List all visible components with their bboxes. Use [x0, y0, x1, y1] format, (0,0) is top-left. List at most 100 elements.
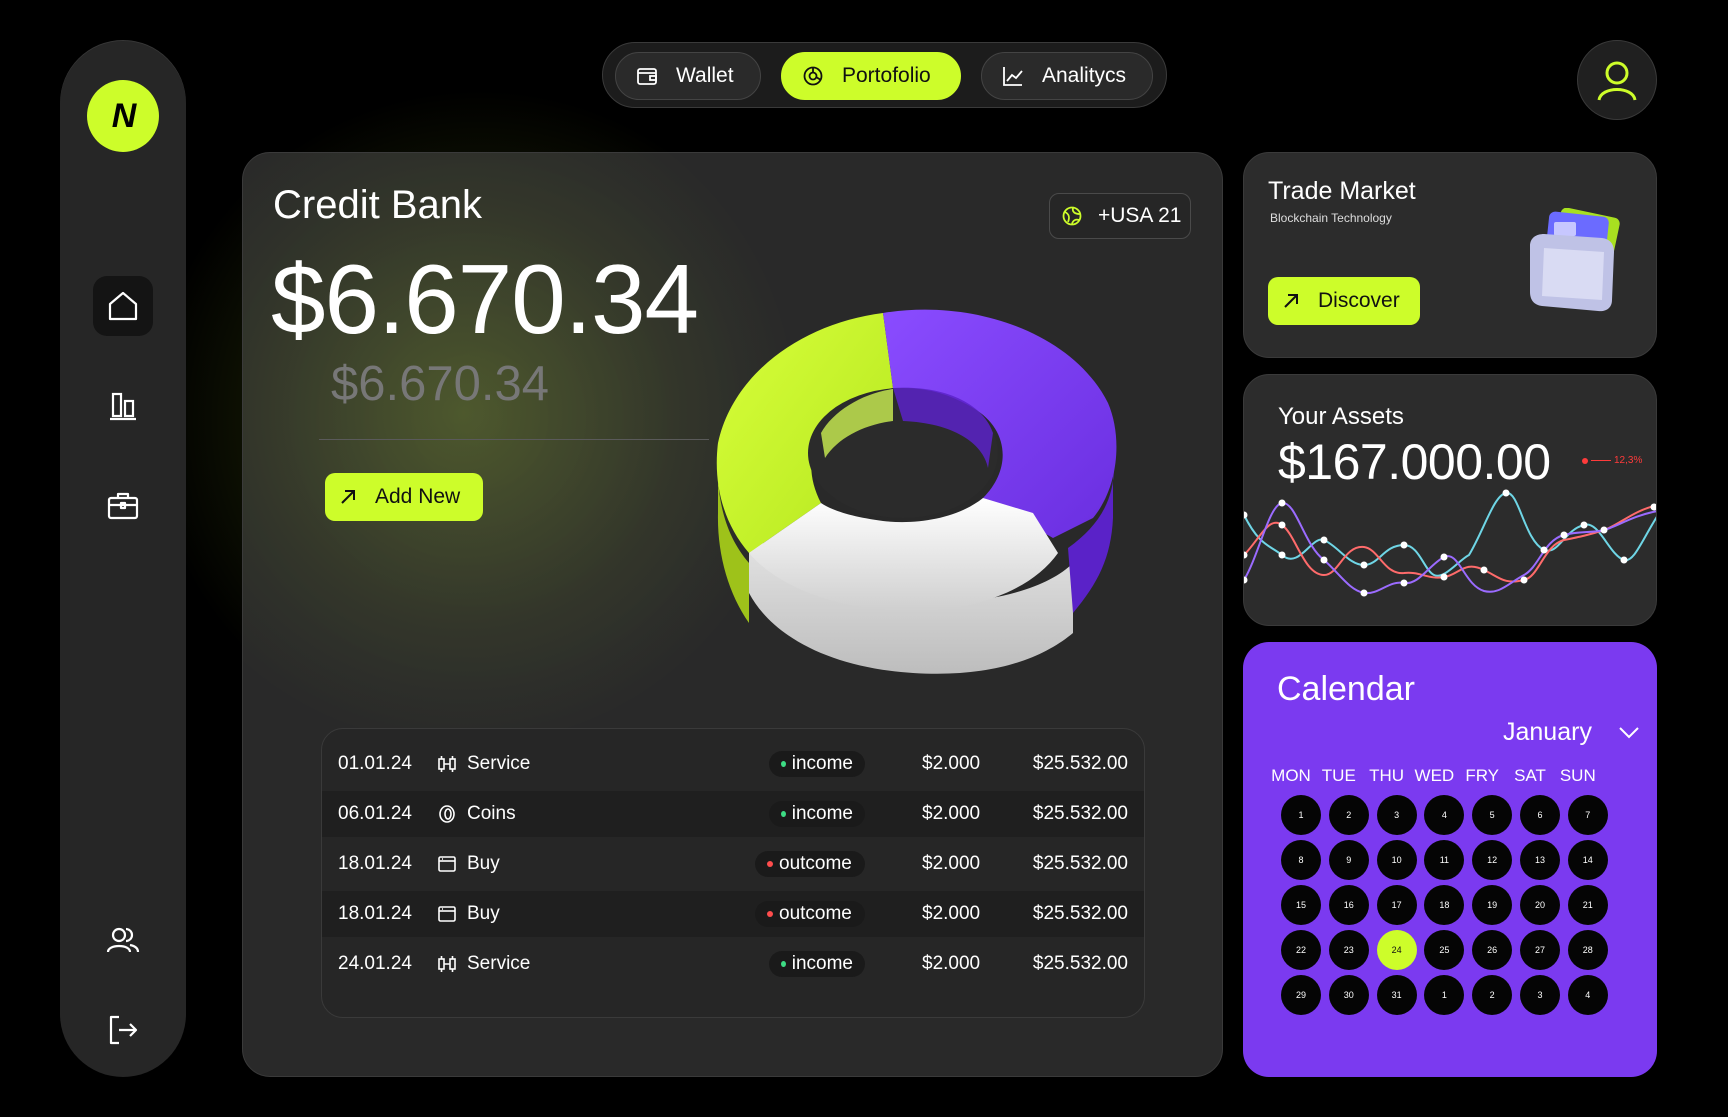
- calendar-day[interactable]: 28: [1567, 930, 1608, 970]
- credit-bank-card: Credit Bank $6.670.34 $6.670.34 Add New …: [242, 152, 1223, 1077]
- calendar-day[interactable]: 6: [1520, 795, 1560, 835]
- sidebar-item-logout[interactable]: [93, 1000, 153, 1060]
- calendar-day[interactable]: 18: [1424, 885, 1465, 925]
- donut-side-green: [717, 443, 749, 623]
- assets-value: $167.000.00: [1278, 434, 1551, 490]
- sidebar-item-stats[interactable]: [93, 376, 153, 436]
- tab-portofolio[interactable]: Portofolio: [781, 52, 961, 100]
- home-icon: [108, 291, 138, 321]
- status-badge: income: [769, 801, 865, 827]
- region-badge[interactable]: +USA 21: [1049, 193, 1191, 239]
- wallet-cards-illustration: [1530, 208, 1620, 312]
- tab-wallet[interactable]: Wallet: [615, 52, 761, 100]
- calendar-day[interactable]: 16: [1328, 885, 1369, 925]
- weekday-label: FRY: [1465, 766, 1500, 785]
- donut-segment-green: [716, 313, 893, 553]
- table-row[interactable]: 01.01.24 Service income $2.000 $25.532.00: [322, 741, 1144, 787]
- table-row[interactable]: 06.01.24 Coins income $2.000 $25.532.00: [322, 791, 1144, 837]
- calendar-day[interactable]: 12: [1472, 840, 1513, 880]
- status-badge: outcome: [755, 851, 865, 877]
- calendar-day[interactable]: 7: [1567, 795, 1608, 835]
- calendar-day[interactable]: 30: [1328, 975, 1369, 1015]
- calendar-day[interactable]: 24: [1376, 930, 1417, 970]
- sidebar-item-home[interactable]: [93, 276, 153, 336]
- user-avatar[interactable]: [1577, 40, 1657, 120]
- calendar-day[interactable]: 13: [1520, 840, 1560, 880]
- calendar-day[interactable]: 21: [1567, 885, 1608, 925]
- calendar-day[interactable]: 17: [1376, 885, 1417, 925]
- weekday-label: TUE: [1321, 766, 1356, 785]
- transactions-table: 01.01.24 Service income $2.000 $25.532.00 06.…: [321, 728, 1145, 1018]
- calendar-day[interactable]: 4: [1567, 975, 1608, 1015]
- users-icon: [106, 927, 140, 953]
- row-amount: $2.000: [922, 953, 981, 974]
- calendar-day[interactable]: 26: [1472, 930, 1513, 970]
- chart-points: [1244, 489, 1656, 597]
- wallet-icon: [637, 68, 657, 85]
- coin-icon: [439, 805, 455, 823]
- calendar-day[interactable]: 31: [1376, 975, 1417, 1015]
- calendar-day[interactable]: 23: [1328, 930, 1369, 970]
- table-row[interactable]: 18.01.24 Buy outcome $2.000 $25.532.00: [322, 891, 1144, 937]
- month-select[interactable]: January: [1503, 718, 1640, 747]
- arrow-up-right-icon: [1284, 294, 1298, 308]
- calendar-day[interactable]: 11: [1424, 840, 1465, 880]
- table-row[interactable]: 18.01.24 Buy outcome $2.000 $25.532.00: [322, 841, 1144, 887]
- row-date: 01.01.24: [338, 753, 412, 774]
- arrow-up-right-icon: [341, 490, 355, 504]
- calendar-day[interactable]: 1: [1281, 795, 1321, 835]
- row-balance: $25.532.00: [1032, 803, 1128, 824]
- calendar-day[interactable]: 8: [1281, 840, 1321, 880]
- sidebar-item-portfolio[interactable]: [93, 476, 153, 536]
- row-amount: $2.000: [922, 853, 981, 874]
- calendar-day[interactable]: 9: [1328, 840, 1369, 880]
- status-dot: [767, 861, 773, 867]
- table-row[interactable]: 24.01.24 Service income $2.000 $25.532.00: [322, 941, 1144, 987]
- window-icon: [438, 856, 456, 872]
- calendar-day[interactable]: 15: [1281, 885, 1321, 925]
- calendar-day[interactable]: 3: [1376, 795, 1417, 835]
- app-logo[interactable]: N: [87, 80, 159, 152]
- calendar-day[interactable]: 10: [1376, 840, 1417, 880]
- portfolio-donut-chart: [716, 309, 1117, 674]
- status-dot: [781, 811, 786, 817]
- discover-button[interactable]: Discover: [1268, 277, 1420, 325]
- row-type: Coins: [437, 803, 516, 825]
- your-assets-card: Your Assets $167.000.00 12,3%: [1243, 374, 1657, 626]
- calendar-day[interactable]: 14: [1567, 840, 1608, 880]
- calendar-title: Calendar: [1277, 670, 1415, 708]
- status-badge: outcome: [755, 901, 865, 927]
- calendar-day[interactable]: 29: [1281, 975, 1321, 1015]
- row-balance: $25.532.00: [1032, 953, 1128, 974]
- sidebar-item-users[interactable]: [93, 910, 153, 970]
- row-type: Buy: [437, 853, 500, 875]
- tab-analytics[interactable]: Analitycs: [981, 52, 1153, 100]
- status-badge: income: [769, 751, 865, 777]
- calendar-day[interactable]: 3: [1520, 975, 1560, 1015]
- calendar-day[interactable]: 25: [1424, 930, 1465, 970]
- balance-secondary: $6.670.34: [331, 357, 549, 411]
- delta-dot: [1582, 457, 1588, 464]
- row-type: Buy: [437, 903, 500, 925]
- calendar-day[interactable]: 4: [1424, 795, 1465, 835]
- add-new-button[interactable]: Add New: [325, 473, 483, 521]
- calendar-day[interactable]: 19: [1472, 885, 1513, 925]
- calendar-day[interactable]: 22: [1281, 930, 1321, 970]
- status-badge: income: [769, 951, 865, 977]
- top-tab-bar: Wallet Portofolio Analitycs: [602, 42, 1167, 108]
- calendar-day[interactable]: 27: [1520, 930, 1560, 970]
- chart-line-purple: [1244, 502, 1656, 595]
- row-date: 06.01.24: [338, 803, 412, 824]
- row-balance: $25.532.00: [1032, 903, 1128, 924]
- trend-icon: [1003, 67, 1023, 86]
- calendar-day[interactable]: 1: [1424, 975, 1465, 1015]
- calendar-day[interactable]: 2: [1328, 795, 1369, 835]
- delta-line: [1591, 460, 1611, 461]
- calendar-day[interactable]: 5: [1472, 795, 1513, 835]
- calendar-day[interactable]: 20: [1520, 885, 1560, 925]
- row-amount: $2.000: [922, 903, 981, 924]
- weekday-label: THU: [1369, 766, 1405, 785]
- status-dot: [767, 911, 773, 917]
- row-date: 18.01.24: [338, 903, 412, 924]
- calendar-day[interactable]: 2: [1472, 975, 1513, 1015]
